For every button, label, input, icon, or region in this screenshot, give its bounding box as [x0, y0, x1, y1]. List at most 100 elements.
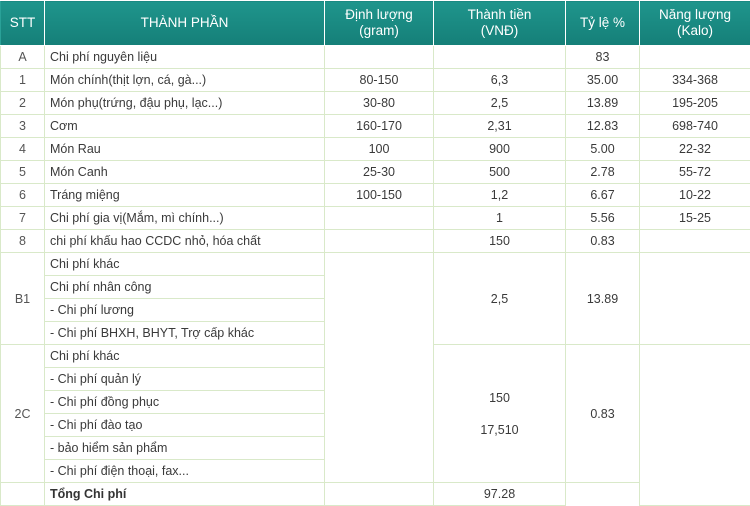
row-energy: 195-205 [640, 92, 750, 115]
table-row: 5 Món Canh 25-30 500 2.78 55-72 [1, 161, 750, 184]
row-cost: 500 [434, 161, 566, 184]
b1-item: - Chi phí BHXH, BHYT, Trợ cấp khác [45, 322, 325, 345]
header-cost: Thành tiền (VNĐ) [434, 1, 566, 46]
c2-cost-a: 150 [438, 391, 561, 405]
table-row: 3 Cơm 160-170 2,31 12.83 698-740 [1, 115, 750, 138]
row-energy: 55-72 [640, 161, 750, 184]
row-stt: 7 [1, 207, 45, 230]
c2-cost-spacer [438, 405, 561, 423]
c2-stt: 2C [1, 345, 45, 483]
table-row: 6 Tráng miệng 100-150 1,2 6.67 10-22 [1, 184, 750, 207]
row-name: Món chính(thịt lợn, cá, gà...) [45, 69, 325, 92]
row-quantity: 160-170 [325, 115, 434, 138]
c2-ratio: 0.83 [566, 345, 640, 483]
row-quantity: 100 [325, 138, 434, 161]
c2-item: - Chi phí quản lý [45, 368, 325, 391]
row-cost: 2,5 [434, 92, 566, 115]
table-row: 4 Món Rau 100 900 5.00 22-32 [1, 138, 750, 161]
row-cost: 150 [434, 230, 566, 253]
row-stt: 8 [1, 230, 45, 253]
row-cost: 900 [434, 138, 566, 161]
row-quantity: 25-30 [325, 161, 434, 184]
row-quantity: 30-80 [325, 92, 434, 115]
c2-cost-b: 17,510 [438, 423, 561, 437]
total-cost [325, 483, 434, 506]
total-ratio: 97.28 [434, 483, 566, 506]
row-energy: 334-368 [640, 69, 750, 92]
b1-cost: 2,5 [434, 253, 566, 345]
row-cost [434, 46, 566, 69]
table-row: 2 Món phụ(trứng, đậu phụ, lạc...) 30-80 … [1, 92, 750, 115]
row-name: Món phụ(trứng, đậu phụ, lạc...) [45, 92, 325, 115]
b1-item: Chi phí khác [45, 253, 325, 276]
b1-stt: B1 [1, 253, 45, 345]
table-row: A Chi phí nguyên liệu 83 [1, 46, 750, 69]
row-energy: 10-22 [640, 184, 750, 207]
row-name: chi phí khấu hao CCDC nhỏ, hóa chất [45, 230, 325, 253]
row-quantity: 100-150 [325, 184, 434, 207]
row-stt: 5 [1, 161, 45, 184]
row-stt: A [1, 46, 45, 69]
row-name: Món Canh [45, 161, 325, 184]
row-name: Chi phí gia vị(Mắm, mì chính...) [45, 207, 325, 230]
table-row: 7 Chi phí gia vị(Mắm, mì chính...) 1 5.5… [1, 207, 750, 230]
header-component: THÀNH PHẦN [45, 1, 325, 46]
row-stt: 4 [1, 138, 45, 161]
row-ratio: 2.78 [566, 161, 640, 184]
total-stt [1, 483, 45, 506]
b1-ratio: 13.89 [566, 253, 640, 345]
row-energy: 22-32 [640, 138, 750, 161]
b1-item: Chi phí nhân công [45, 276, 325, 299]
row-quantity [325, 207, 434, 230]
row-cost: 1,2 [434, 184, 566, 207]
row-ratio: 35.00 [566, 69, 640, 92]
row-name: Chi phí nguyên liệu [45, 46, 325, 69]
c2-item: - bảo hiểm sản phẩm [45, 437, 325, 460]
row-stt: 6 [1, 184, 45, 207]
header-cost-line2: (VNĐ) [481, 23, 519, 38]
c2-cost: 150 17,510 [434, 345, 566, 483]
table-header-row: STT THÀNH PHẦN Định lượng (gram) Thành t… [1, 1, 750, 46]
header-energy-line2: (Kalo) [677, 23, 713, 38]
header-energy: Năng lượng (Kalo) [640, 1, 750, 46]
header-quantity-line1: Định lượng [345, 7, 412, 22]
c2-energy [640, 345, 750, 506]
header-ratio: Tỷ lệ % [566, 1, 640, 46]
total-label: Tổng Chi phí [45, 483, 325, 506]
c2-item: - Chi phí đồng phục [45, 391, 325, 414]
row-energy [640, 46, 750, 69]
row-ratio: 5.56 [566, 207, 640, 230]
row-ratio: 13.89 [566, 92, 640, 115]
row-stt: 1 [1, 69, 45, 92]
row-quantity: 80-150 [325, 69, 434, 92]
row-quantity [325, 230, 434, 253]
table-row: 1 Món chính(thịt lợn, cá, gà...) 80-150 … [1, 69, 750, 92]
row-energy: 698-740 [640, 115, 750, 138]
c2-item: - Chi phí điện thoại, fax... [45, 460, 325, 483]
row-ratio: 83 [566, 46, 640, 69]
b1-item: - Chi phí lương [45, 299, 325, 322]
row-name: Cơm [45, 115, 325, 138]
row-stt: 3 [1, 115, 45, 138]
row-name: Món Rau [45, 138, 325, 161]
row-ratio: 12.83 [566, 115, 640, 138]
row-quantity [325, 46, 434, 69]
row-stt: 2 [1, 92, 45, 115]
b1-energy [640, 253, 750, 345]
row-ratio: 5.00 [566, 138, 640, 161]
header-energy-line1: Năng lượng [659, 7, 731, 22]
row-cost: 1 [434, 207, 566, 230]
row-cost: 6,3 [434, 69, 566, 92]
c2-item: - Chi phí đào tạo [45, 414, 325, 437]
quantity-merged-cell [325, 253, 434, 483]
row-name: Tráng miệng [45, 184, 325, 207]
header-quantity-line2: (gram) [359, 23, 399, 38]
row-energy: 15-25 [640, 207, 750, 230]
row-energy [640, 230, 750, 253]
table-row: 8 chi phí khấu hao CCDC nhỏ, hóa chất 15… [1, 230, 750, 253]
total-row: Tổng Chi phí 97.28 [1, 483, 750, 506]
row-cost: 2,31 [434, 115, 566, 138]
header-cost-line1: Thành tiền [468, 7, 532, 22]
b1-group-row: B1 Chi phí khác 2,5 13.89 [1, 253, 750, 276]
